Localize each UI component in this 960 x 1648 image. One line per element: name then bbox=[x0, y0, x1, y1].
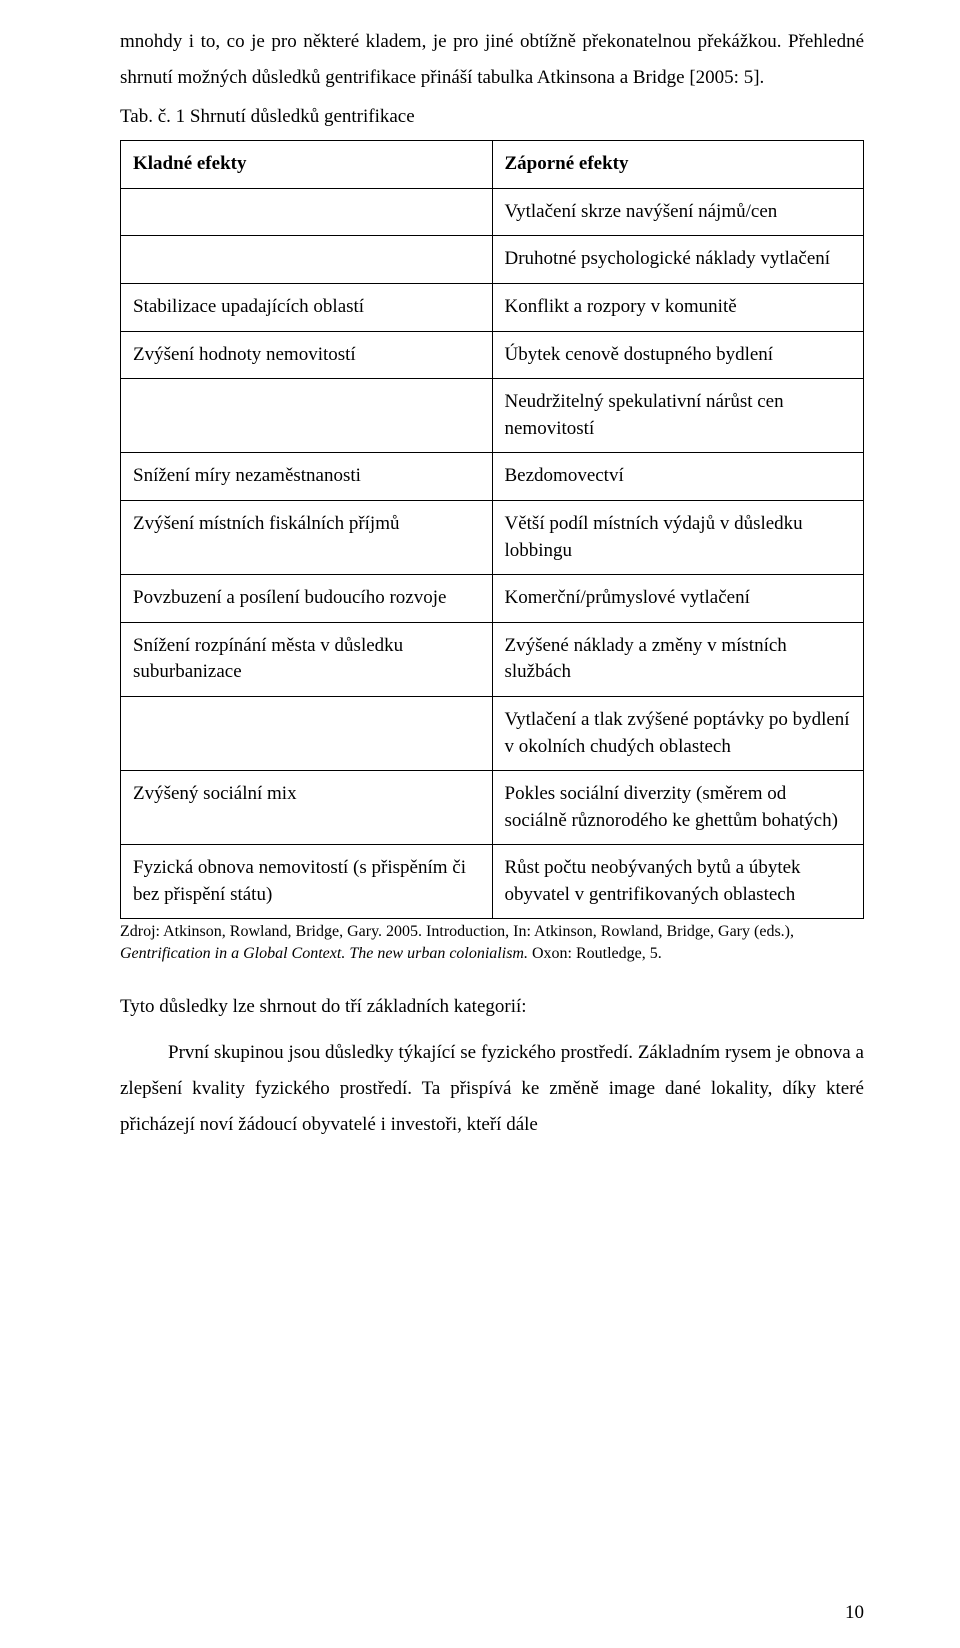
table-cell-left: Povzbuzení a posílení budoucího rozvoje bbox=[121, 575, 493, 623]
table-cell-left: Snížení rozpínání města v důsledku subur… bbox=[121, 622, 493, 696]
table-row: Snížení míry nezaměstnanosti Bezdomovect… bbox=[121, 453, 864, 501]
table-cell-right: Druhotné psychologické náklady vytlačení bbox=[492, 236, 864, 284]
table-cell-left: Zvýšený sociální mix bbox=[121, 771, 493, 845]
table-cell-left: Zvýšení místních fiskálních příjmů bbox=[121, 500, 493, 574]
table-source: Zdroj: Atkinson, Rowland, Bridge, Gary. … bbox=[120, 921, 864, 964]
table-row: Vytlačení a tlak zvýšené poptávky po byd… bbox=[121, 696, 864, 770]
table-cell-left bbox=[121, 188, 493, 236]
table-cell-right: Neudržitelný spekulativní nárůst cen nem… bbox=[492, 379, 864, 453]
intro-paragraph: mnohdy i to, co je pro některé kladem, j… bbox=[120, 24, 864, 96]
table-row: Zvýšení místních fiskálních příjmů Větší… bbox=[121, 500, 864, 574]
table-row: Vytlačení skrze navýšení nájmů/cen bbox=[121, 188, 864, 236]
table-row: Zvýšení hodnoty nemovitostí Úbytek cenov… bbox=[121, 331, 864, 379]
table-row: Stabilizace upadajících oblastí Konflikt… bbox=[121, 283, 864, 331]
table-cell-left bbox=[121, 696, 493, 770]
table-cell-right: Konflikt a rozpory v komunitě bbox=[492, 283, 864, 331]
source-prefix: Zdroj: Atkinson, Rowland, Bridge, Gary. … bbox=[120, 923, 794, 940]
table-cell-right: Komerční/průmyslové vytlačení bbox=[492, 575, 864, 623]
table-row: Fyzická obnova nemovitostí (s přispěním … bbox=[121, 845, 864, 919]
table-cell-right: Pokles sociální diverzity (směrem od soc… bbox=[492, 771, 864, 845]
table-cell-right: Úbytek cenově dostupného bydlení bbox=[492, 331, 864, 379]
table-row: Povzbuzení a posílení budoucího rozvoje … bbox=[121, 575, 864, 623]
source-suffix: Oxon: Routledge, 5. bbox=[528, 945, 662, 962]
table-row: Neudržitelný spekulativní nárůst cen nem… bbox=[121, 379, 864, 453]
table-cell-left: Stabilizace upadajících oblastí bbox=[121, 283, 493, 331]
table-cell-right: Bezdomovectví bbox=[492, 453, 864, 501]
table-row: Druhotné psychologické náklady vytlačení bbox=[121, 236, 864, 284]
table-header-row: Kladné efekty Záporné efekty bbox=[121, 141, 864, 189]
document-page: mnohdy i to, co je pro některé kladem, j… bbox=[0, 0, 960, 1648]
table-row: Snížení rozpínání města v důsledku subur… bbox=[121, 622, 864, 696]
table-cell-right: Větší podíl místních výdajů v důsledku l… bbox=[492, 500, 864, 574]
table-cell-right: Zvýšené náklady a změny v místních služb… bbox=[492, 622, 864, 696]
page-number: 10 bbox=[845, 1602, 864, 1624]
table-cell-left bbox=[121, 379, 493, 453]
outro-lead: Tyto důsledky lze shrnout do tří základn… bbox=[120, 989, 864, 1025]
table-cell-right: Vytlačení skrze navýšení nájmů/cen bbox=[492, 188, 864, 236]
source-italic: Gentrification in a Global Context. The … bbox=[120, 945, 528, 962]
outro-paragraph: První skupinou jsou důsledky týkající se… bbox=[120, 1035, 864, 1143]
table-cell-left: Zvýšení hodnoty nemovitostí bbox=[121, 331, 493, 379]
table-header-right: Záporné efekty bbox=[492, 141, 864, 189]
table-header-left: Kladné efekty bbox=[121, 141, 493, 189]
table-cell-left: Snížení míry nezaměstnanosti bbox=[121, 453, 493, 501]
table-cell-right: Růst počtu neobývaných bytů a úbytek oby… bbox=[492, 845, 864, 919]
table-cell-left bbox=[121, 236, 493, 284]
table-cell-left: Fyzická obnova nemovitostí (s přispěním … bbox=[121, 845, 493, 919]
table-row: Zvýšený sociální mix Pokles sociální div… bbox=[121, 771, 864, 845]
table-cell-right: Vytlačení a tlak zvýšené poptávky po byd… bbox=[492, 696, 864, 770]
effects-table: Kladné efekty Záporné efekty Vytlačení s… bbox=[120, 140, 864, 919]
table-caption: Tab. č. 1 Shrnutí důsledků gentrifikace bbox=[120, 106, 864, 128]
